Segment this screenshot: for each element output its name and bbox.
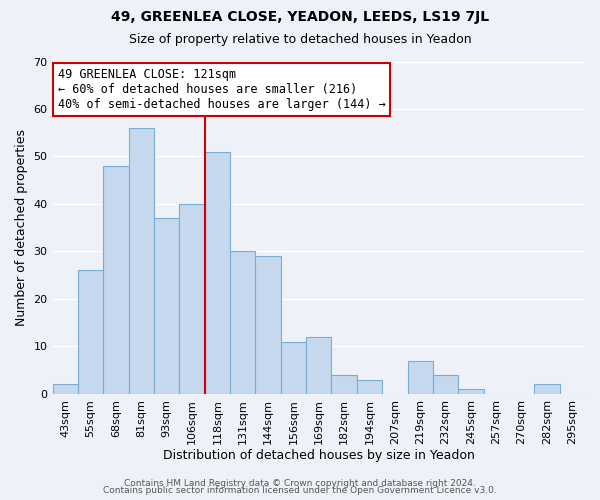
Text: Contains public sector information licensed under the Open Government Licence v3: Contains public sector information licen… xyxy=(103,486,497,495)
Text: Size of property relative to detached houses in Yeadon: Size of property relative to detached ho… xyxy=(128,32,472,46)
Bar xyxy=(103,166,128,394)
Bar xyxy=(53,384,78,394)
Bar xyxy=(154,218,179,394)
Y-axis label: Number of detached properties: Number of detached properties xyxy=(15,129,28,326)
Text: Contains HM Land Registry data © Crown copyright and database right 2024.: Contains HM Land Registry data © Crown c… xyxy=(124,478,476,488)
Bar xyxy=(205,152,230,394)
Bar xyxy=(128,128,154,394)
Bar xyxy=(230,252,256,394)
Bar xyxy=(433,375,458,394)
X-axis label: Distribution of detached houses by size in Yeadon: Distribution of detached houses by size … xyxy=(163,450,475,462)
Bar xyxy=(281,342,306,394)
Text: 49 GREENLEA CLOSE: 121sqm
← 60% of detached houses are smaller (216)
40% of semi: 49 GREENLEA CLOSE: 121sqm ← 60% of detac… xyxy=(58,68,386,111)
Text: 49, GREENLEA CLOSE, YEADON, LEEDS, LS19 7JL: 49, GREENLEA CLOSE, YEADON, LEEDS, LS19 … xyxy=(111,10,489,24)
Bar xyxy=(306,337,331,394)
Bar xyxy=(331,375,357,394)
Bar xyxy=(357,380,382,394)
Bar xyxy=(78,270,103,394)
Bar xyxy=(256,256,281,394)
Bar xyxy=(534,384,560,394)
Bar xyxy=(179,204,205,394)
Bar xyxy=(407,360,433,394)
Bar xyxy=(458,389,484,394)
